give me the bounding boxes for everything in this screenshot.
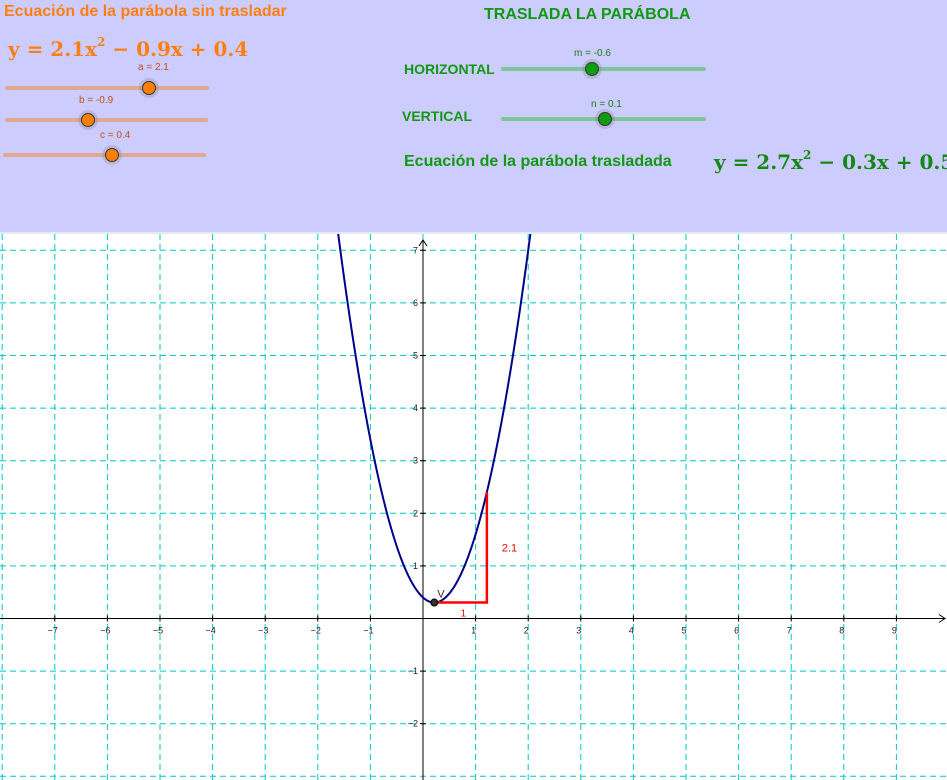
translated-equation-prefix: y = 2.7x xyxy=(714,150,804,174)
slider-c-track[interactable] xyxy=(3,153,206,157)
control-panel: Ecuación de la parábola sin trasladar y … xyxy=(0,0,947,232)
slider-a-handle[interactable] xyxy=(142,81,156,95)
vertex-point[interactable] xyxy=(430,598,439,607)
x-tick-label: −2 xyxy=(311,626,321,636)
x-tick-label: 1 xyxy=(471,626,476,636)
y-tick-labels: 7 6 5 4 3 2 1 −1 −2 xyxy=(408,245,418,728)
x-axis-arrow xyxy=(938,614,946,623)
x-tick-label: 6 xyxy=(734,626,739,636)
original-parabola-title: Ecuación de la parábola sin trasladar xyxy=(4,3,287,20)
y-axis-arrow xyxy=(418,239,428,247)
x-tick-label: 7 xyxy=(787,626,792,636)
y-tick-label: 4 xyxy=(413,403,418,413)
slider-n-label: n = 0.1 xyxy=(591,99,622,110)
x-tick-label: −6 xyxy=(100,626,110,636)
vertex-label: V xyxy=(437,589,445,601)
slider-n-handle[interactable] xyxy=(598,112,612,126)
x-tick-label: −7 xyxy=(48,626,58,636)
slider-a-label: a = 2.1 xyxy=(138,62,169,73)
translated-equation-suffix: − 0.3x + 0.5 xyxy=(811,150,947,174)
original-equation-prefix: y = 2.1x xyxy=(8,37,98,61)
vertical-label: VERTICAL xyxy=(402,108,472,124)
slider-b-track[interactable] xyxy=(5,118,208,122)
y-tick-label: 1 xyxy=(413,561,418,571)
y-tick-label: 3 xyxy=(413,456,418,466)
original-equation: y = 2.1x2 − 0.9x + 0.4 xyxy=(8,35,249,61)
y-tick-label: 5 xyxy=(413,351,418,361)
original-equation-exponent: 2 xyxy=(97,35,106,50)
slope-rise-label: 2.1 xyxy=(502,542,517,554)
slider-m-handle[interactable] xyxy=(585,62,599,76)
slider-b-label: b = -0.9 xyxy=(79,95,114,106)
original-equation-suffix: − 0.9x + 0.4 xyxy=(105,37,249,61)
x-tick-label: 9 xyxy=(892,626,897,636)
y-tick-label: −2 xyxy=(408,719,418,729)
translate-title: TRASLADA LA PARÁBOLA xyxy=(484,6,691,23)
horizontal-label: HORIZONTAL xyxy=(404,61,495,77)
slider-a-track[interactable] xyxy=(5,86,209,90)
x-tick-label: −4 xyxy=(205,626,215,636)
slider-b-handle[interactable] xyxy=(81,113,95,127)
x-tick-label: 4 xyxy=(629,626,634,636)
x-tick-label: 5 xyxy=(681,626,686,636)
x-tick-label: 2 xyxy=(524,626,529,636)
x-tick-labels: −7 −6 −5 −4 −3 −2 −1 1 2 3 4 5 6 7 8 9 xyxy=(48,626,897,636)
translated-equation-exponent: 2 xyxy=(803,148,812,163)
slider-m-label: m = -0.6 xyxy=(574,48,611,59)
slider-c-handle[interactable] xyxy=(105,148,119,162)
translated-title: Ecuación de la parábola trasladada xyxy=(404,153,672,170)
y-tick-label: 7 xyxy=(413,245,418,255)
translated-equation: y = 2.7x2 − 0.3x + 0.5 xyxy=(714,148,947,174)
x-tick-label: 3 xyxy=(576,626,581,636)
x-tick-label: 8 xyxy=(839,626,844,636)
axes xyxy=(0,239,946,780)
slope-triangle-path xyxy=(434,492,489,604)
y-tick-label: −1 xyxy=(408,666,418,676)
graphics-view[interactable]: −7 −6 −5 −4 −3 −2 −1 1 2 3 4 5 6 7 8 9 7 6 5 4 3 2 1 −1 −2 1 2.… xyxy=(0,234,947,780)
slider-m-track[interactable] xyxy=(501,67,706,71)
x-tick-label: −3 xyxy=(258,626,268,636)
slider-c-label: c = 0.4 xyxy=(100,130,131,141)
grid xyxy=(0,234,947,780)
x-tick-label: −5 xyxy=(153,626,163,636)
x-tick-label: −1 xyxy=(363,626,373,636)
slope-run-label: 1 xyxy=(461,609,467,620)
y-tick-label: 6 xyxy=(413,298,418,308)
y-tick-label: 2 xyxy=(413,508,418,518)
slope-triangle: 1 2.1 xyxy=(434,492,517,620)
panel-separator xyxy=(0,232,947,234)
